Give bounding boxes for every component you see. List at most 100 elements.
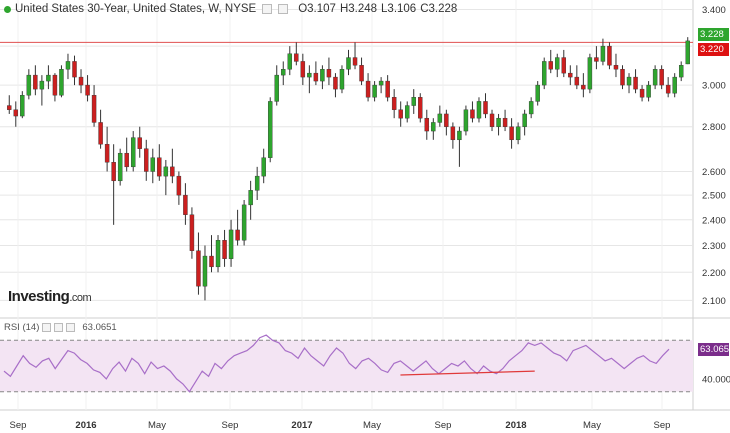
candle-body <box>476 101 482 119</box>
candle-body <box>626 76 632 86</box>
x-tick-label: Sep <box>435 420 452 431</box>
candle-body <box>522 113 527 127</box>
candle-body <box>333 76 338 90</box>
low-value: L3.106 <box>381 3 417 15</box>
candle-body <box>300 61 306 78</box>
candle-body <box>326 69 332 78</box>
candle-body <box>287 53 293 70</box>
candle-body <box>241 204 247 241</box>
candle-body <box>228 229 234 259</box>
candle-body <box>372 84 377 98</box>
candle-body <box>313 72 319 82</box>
candle-body <box>235 229 240 241</box>
candle-body <box>652 69 658 86</box>
candle-body <box>33 74 38 90</box>
candle-body <box>587 57 593 90</box>
candle-body <box>509 126 514 141</box>
x-tick-label: May <box>148 420 166 431</box>
candle-body <box>215 240 221 268</box>
price-tick-label: 2.600 <box>702 167 726 178</box>
x-tick-label: 2016 <box>75 420 96 431</box>
price-tick-label: 2.300 <box>702 241 726 252</box>
rsi-value: 63.0651 <box>82 322 117 333</box>
candle-body <box>267 101 273 158</box>
candle-body <box>378 80 384 86</box>
candle-body <box>78 76 84 86</box>
candle-body <box>130 137 136 168</box>
candle-body <box>665 84 671 94</box>
candle-body <box>678 65 684 78</box>
candle-body <box>222 240 227 259</box>
candle-body <box>274 74 279 102</box>
axes: 3.4003.2003.0002.8002.6002.5002.4002.300… <box>10 5 730 431</box>
candle-body <box>111 162 116 182</box>
candle-body <box>46 74 51 82</box>
candle-body <box>261 157 266 177</box>
candle-body <box>65 61 71 70</box>
rsi-settings-button[interactable] <box>42 323 52 332</box>
rsi-hide-button[interactable] <box>54 323 64 332</box>
candle-body <box>450 126 456 141</box>
candle-body <box>248 190 253 206</box>
candle-body <box>196 250 201 287</box>
x-tick-label: 2018 <box>505 420 526 431</box>
rsi-value-tag: 63.065 <box>698 343 730 357</box>
candle-body <box>613 65 619 70</box>
x-tick-label: Sep <box>654 420 671 431</box>
candle-body <box>398 109 403 119</box>
candle-body <box>91 95 97 123</box>
x-tick-label: Sep <box>10 420 27 431</box>
candle-body <box>391 97 397 110</box>
candle-body <box>483 101 488 115</box>
rsi-close-button[interactable] <box>66 323 76 332</box>
candle-body <box>137 137 142 149</box>
legend-dot <box>4 5 11 13</box>
candle-body <box>561 57 567 74</box>
candle-body <box>548 61 553 70</box>
candle-body <box>385 80 390 98</box>
price-pane <box>0 37 693 301</box>
candle-body <box>281 69 286 76</box>
price-tick-label: 2.500 <box>702 191 726 202</box>
candle-body <box>254 175 260 191</box>
candle-body <box>404 105 410 119</box>
candle-body <box>685 40 690 65</box>
candle-body <box>600 45 606 62</box>
candle-body <box>52 74 58 96</box>
candle-body <box>183 194 188 215</box>
candle-body <box>352 57 358 66</box>
hide-button[interactable] <box>278 4 289 14</box>
candle-body <box>470 109 475 119</box>
logo-suffix: .com <box>69 292 92 304</box>
candle-body <box>659 69 664 86</box>
candle-body <box>13 109 19 117</box>
open-value: O3.107 <box>298 3 336 15</box>
price-tick-label: 2.400 <box>702 215 726 226</box>
candle-body <box>555 57 560 70</box>
legend-header: United States 30-Year, United States, W,… <box>4 3 457 15</box>
rsi-trendline <box>400 370 535 376</box>
candle-body <box>365 80 371 98</box>
price-tick-label: 3.000 <box>702 81 726 92</box>
high-value: H3.248 <box>339 3 378 15</box>
candle-body <box>502 117 508 127</box>
rsi-pane <box>0 334 693 393</box>
candle-body <box>26 74 32 96</box>
candle-body <box>496 117 501 127</box>
close-value: C3.228 <box>420 3 458 15</box>
x-tick-label: May <box>363 420 381 431</box>
candle-body <box>418 97 423 119</box>
settings-button[interactable] <box>262 4 273 14</box>
symbol-label: United States 30-Year, United States, W,… <box>15 3 257 15</box>
rsi-tick-label: 40.000 <box>702 374 730 385</box>
candle-body <box>607 45 612 66</box>
candle-body <box>489 113 495 127</box>
price-tick-label: 2.200 <box>702 268 726 279</box>
candle-body <box>568 72 573 78</box>
candle-body <box>72 61 77 78</box>
candle-body <box>144 148 149 172</box>
candle-body <box>411 97 416 106</box>
candle-body <box>457 130 462 141</box>
candle-body <box>7 105 12 110</box>
